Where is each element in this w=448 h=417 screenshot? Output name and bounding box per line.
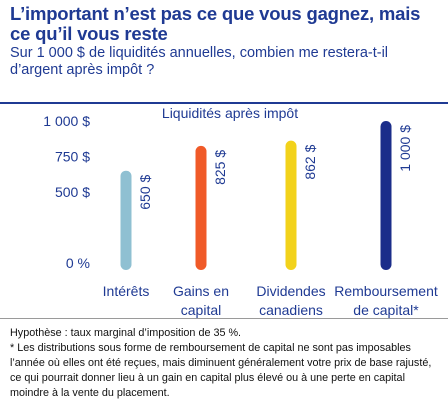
category-label: capital <box>181 302 221 318</box>
category-label: Dividendes <box>256 283 325 299</box>
bar-value-label: 862 $ <box>302 144 318 179</box>
category-label: de capital* <box>353 302 419 318</box>
page-subtitle: Sur 1 000 $ de liquidités annuelles, com… <box>10 45 389 78</box>
footnote-hypothesis: Hypothèse : taux marginal d’imposition d… <box>10 327 242 339</box>
y-tick-label: 750 $ <box>55 149 90 165</box>
chart-title: Liquidités après impôt <box>161 105 299 121</box>
category-label: Gains en <box>173 283 229 299</box>
y-tick-label: 0 % <box>66 255 90 271</box>
category-label: Intérêts <box>103 283 150 299</box>
bar-value-label: 825 $ <box>212 150 228 185</box>
footnotes: Hypothèse : taux marginal d’imposition d… <box>10 326 442 401</box>
bar-value-label: 650 $ <box>137 174 153 209</box>
category-label: Remboursement <box>334 283 438 299</box>
bar-chart: 0 % 500 $ 750 $ 1 000 $ 650 $ Intérêts 825 $ Ga… <box>43 113 438 318</box>
footnote-note: * Les distributions sous forme de rembou… <box>10 342 432 399</box>
header: L’important n’est pas ce que vous gagnez… <box>10 4 442 79</box>
y-tick-label: 1 000 $ <box>43 113 90 129</box>
category-label: canadiens <box>259 302 323 318</box>
header-divider <box>0 102 448 104</box>
footnote-divider <box>0 318 448 319</box>
bar-value-label: 1 000 $ <box>397 125 413 172</box>
y-tick-label: 500 $ <box>55 184 90 200</box>
page-title: L’important n’est pas ce que vous gagnez… <box>10 3 421 44</box>
